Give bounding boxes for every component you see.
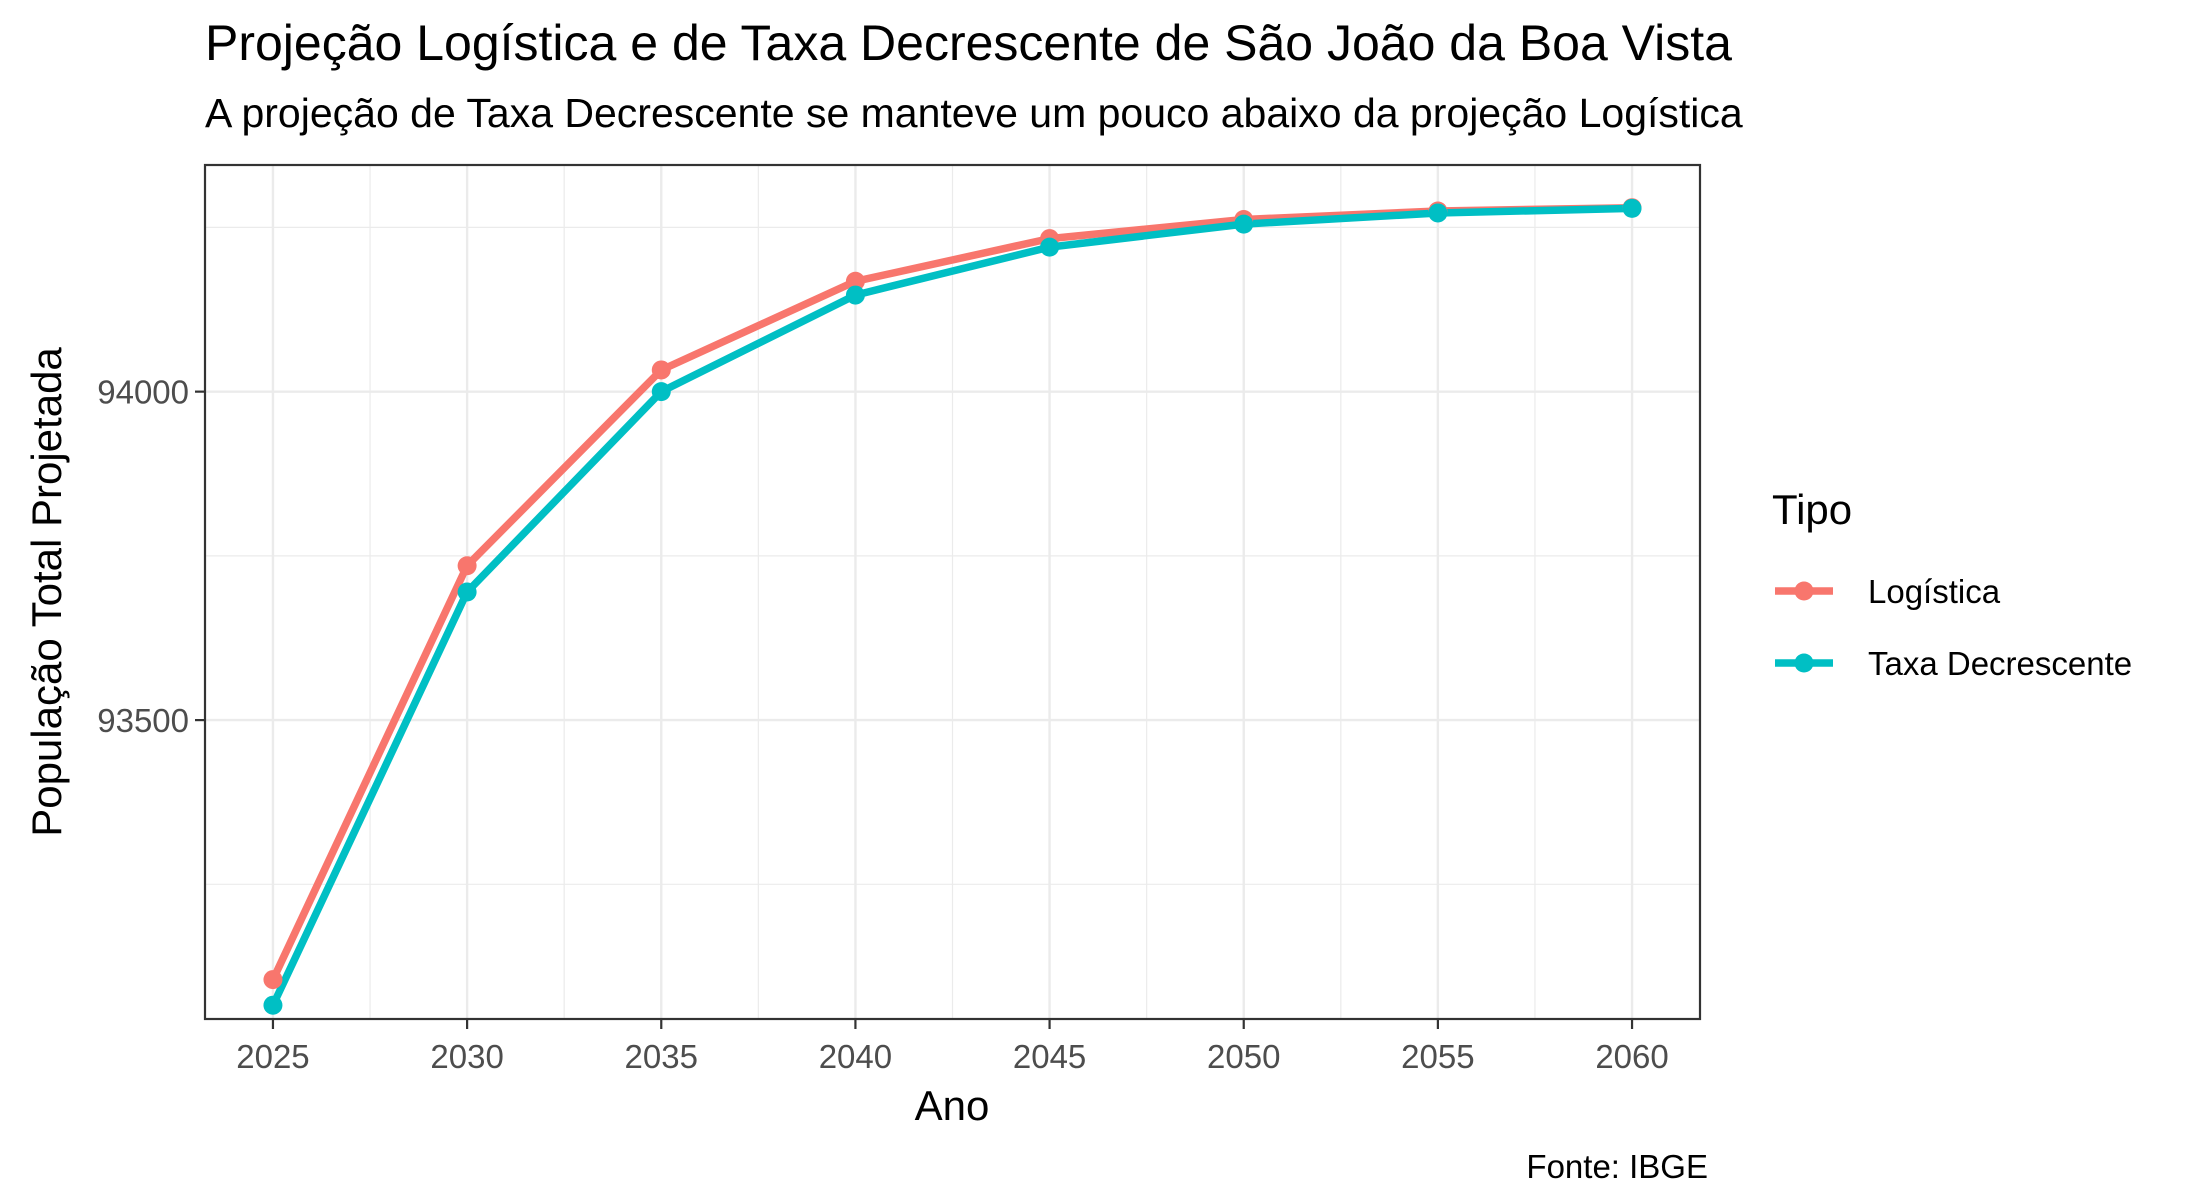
x-tick-label: 2035 (625, 1038, 698, 1075)
x-tick-label: 2060 (1595, 1038, 1668, 1075)
data-point (263, 970, 283, 990)
legend-label: Taxa Decrescente (1868, 645, 2132, 682)
y-axis-ticks: 93500 94000 (97, 374, 205, 739)
x-tick-label: 2025 (236, 1038, 309, 1075)
data-point (1622, 198, 1642, 218)
data-point (263, 995, 283, 1015)
legend-key-point (1794, 653, 1814, 673)
minor-gridlines (205, 165, 1700, 1019)
chart-subtitle: A projeção de Taxa Decrescente se mantev… (205, 90, 1743, 136)
legend: Tipo Logística Taxa Decrescente (1772, 486, 2132, 682)
series-line-2 (269, 204, 1633, 1007)
legend-label: Logística (1868, 573, 2001, 610)
chart-title: Projeção Logística e de Taxa Decrescente… (205, 15, 1732, 71)
y-tick-label: 93500 (97, 702, 189, 739)
major-gridlines (205, 165, 1700, 1019)
x-axis-title: Ano (915, 1082, 990, 1129)
data-point (1428, 203, 1448, 223)
x-tick-label: 2040 (819, 1038, 892, 1075)
legend-key-point (1794, 581, 1814, 601)
data-point (1234, 214, 1254, 234)
x-tick-label: 2055 (1401, 1038, 1474, 1075)
x-tick-label: 2050 (1207, 1038, 1280, 1075)
data-point (457, 582, 477, 602)
series-points (263, 198, 1642, 1015)
legend-title: Tipo (1772, 486, 1852, 533)
data-point (457, 556, 477, 576)
data-point (651, 382, 671, 402)
x-axis-ticks: 2025 2030 2035 2040 2045 2050 2055 2060 (236, 1019, 1669, 1075)
y-tick-label: 94000 (97, 374, 189, 411)
series-lines (269, 203, 1633, 1007)
data-point (651, 360, 671, 380)
data-point (1040, 237, 1060, 257)
data-point (845, 285, 865, 305)
chart-caption: Fonte: IBGE (1526, 1148, 1708, 1185)
data-point (845, 271, 865, 291)
x-tick-label: 2045 (1013, 1038, 1086, 1075)
plot-border (203, 163, 1702, 1021)
y-axis-title: População Total Projetada (23, 347, 70, 837)
x-tick-label: 2030 (430, 1038, 503, 1075)
